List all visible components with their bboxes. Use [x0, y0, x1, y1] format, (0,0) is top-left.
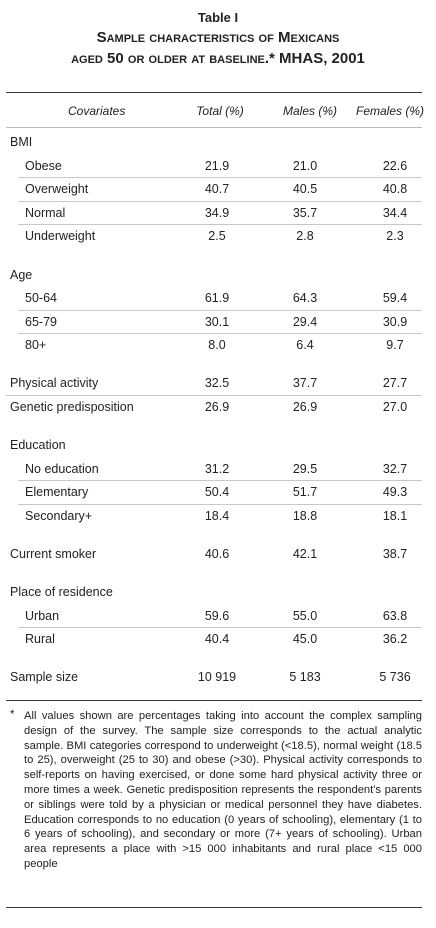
cell-value: 40.5: [292, 182, 318, 197]
cell-value: 18.8: [292, 508, 318, 523]
cell-value: 35.7: [292, 205, 318, 220]
cell-value: 32.7: [382, 461, 408, 476]
cell-value: 10 919: [197, 670, 237, 685]
cell-value: 59.4: [382, 291, 408, 306]
cell-value: 40.6: [204, 547, 230, 561]
cell-value: 32.5: [204, 376, 230, 391]
table-title: Table I: [197, 10, 239, 25]
cell-value: 49.3: [382, 485, 408, 500]
cell-value: 9.7: [386, 338, 404, 353]
cell-value: 34.4: [382, 205, 408, 220]
cell-value: 2.8: [296, 229, 314, 244]
row-rule: [18, 333, 422, 335]
cell-value: 30.1: [204, 314, 230, 329]
row-label: 65-79: [25, 314, 57, 329]
cell-value: 40.7: [204, 182, 230, 197]
column-header: Total (%): [196, 104, 244, 118]
cell-value: 36.2: [382, 632, 408, 647]
row-rule: [6, 395, 422, 396]
section-label: Place of residence: [10, 585, 113, 600]
table-subtitle: aged 50 or older at baseline.* MHAS, 200…: [71, 50, 365, 67]
row-rule: [18, 309, 422, 311]
row-label: 80+: [25, 338, 47, 353]
cell-value: 26.9: [292, 400, 318, 414]
row-label: Current smoker: [10, 547, 97, 561]
cell-value: 42.1: [292, 547, 318, 561]
cell-value: 2.5: [208, 229, 226, 244]
table-subtitle: Sample characteristics of Mexicans: [96, 29, 340, 46]
cell-value: 51.7: [292, 485, 318, 500]
cell-value: 27.7: [382, 376, 408, 391]
header-rule: [6, 127, 422, 128]
cell-value: 38.7: [382, 547, 408, 561]
row-label: Underweight: [25, 229, 96, 244]
section-label: Age: [10, 267, 33, 282]
top-rule: [6, 92, 422, 93]
column-header: Males (%): [282, 104, 337, 118]
cell-value: 18.4: [204, 508, 230, 523]
cell-value: 34.9: [204, 205, 230, 220]
cell-value: 29.5: [292, 461, 318, 476]
cell-value: 40.4: [204, 632, 230, 647]
footnote-text: All values shown are percentages taking …: [24, 710, 422, 870]
row-label: Obese: [25, 158, 62, 173]
row-label: Physical activity: [10, 376, 99, 391]
cell-value: 50.4: [204, 485, 230, 500]
cell-value: 6.4: [296, 338, 314, 353]
cell-value: 40.8: [382, 182, 408, 197]
row-label: Sample size: [10, 670, 79, 685]
cell-value: 26.9: [204, 400, 230, 414]
footnote-marker: *: [10, 709, 15, 721]
cell-value: 64.3: [292, 291, 318, 306]
row-label: Overweight: [25, 182, 89, 197]
cell-value: 18.1: [382, 508, 408, 523]
row-rule: [18, 627, 422, 629]
row-label: Secondary+: [25, 508, 93, 523]
cell-value: 31.2: [204, 461, 230, 476]
row-label: Elementary: [25, 485, 89, 500]
cell-value: 21.9: [204, 158, 230, 173]
cell-value: 29.4: [292, 314, 318, 329]
cell-value: 2.3: [386, 229, 404, 244]
cell-value: 5 183: [289, 670, 321, 685]
cell-value: 45.0: [292, 632, 318, 647]
cell-value: 55.0: [292, 608, 318, 623]
cell-value: 5 736: [379, 670, 411, 685]
cell-value: 27.0: [382, 400, 408, 414]
column-header: Covariates: [68, 104, 126, 118]
cell-value: 21.0: [292, 158, 318, 173]
cell-value: 30.9: [382, 314, 408, 329]
footnote-rule: [6, 700, 422, 701]
row-rule: [18, 503, 422, 505]
cell-value: 59.6: [204, 608, 230, 623]
cell-value: 61.9: [204, 291, 230, 306]
cell-value: 22.6: [382, 158, 408, 173]
row-label: Rural: [25, 632, 55, 647]
row-rule: [18, 224, 422, 226]
row-rule: [18, 200, 422, 202]
column-header: Females (%): [355, 104, 424, 118]
section-label: BMI: [10, 135, 33, 149]
row-rule: [18, 177, 422, 179]
cell-value: 63.8: [382, 608, 408, 623]
row-label: Normal: [25, 205, 66, 220]
row-label: 50-64: [25, 291, 57, 306]
section-label: Education: [10, 438, 66, 453]
cell-value: 8.0: [208, 338, 226, 353]
row-label: Urban: [25, 608, 60, 623]
row-rule: [18, 480, 422, 482]
bottom-rule: [6, 907, 422, 908]
row-label: Genetic predisposition: [10, 400, 134, 414]
row-label: No education: [25, 461, 99, 476]
cell-value: 37.7: [292, 376, 318, 391]
